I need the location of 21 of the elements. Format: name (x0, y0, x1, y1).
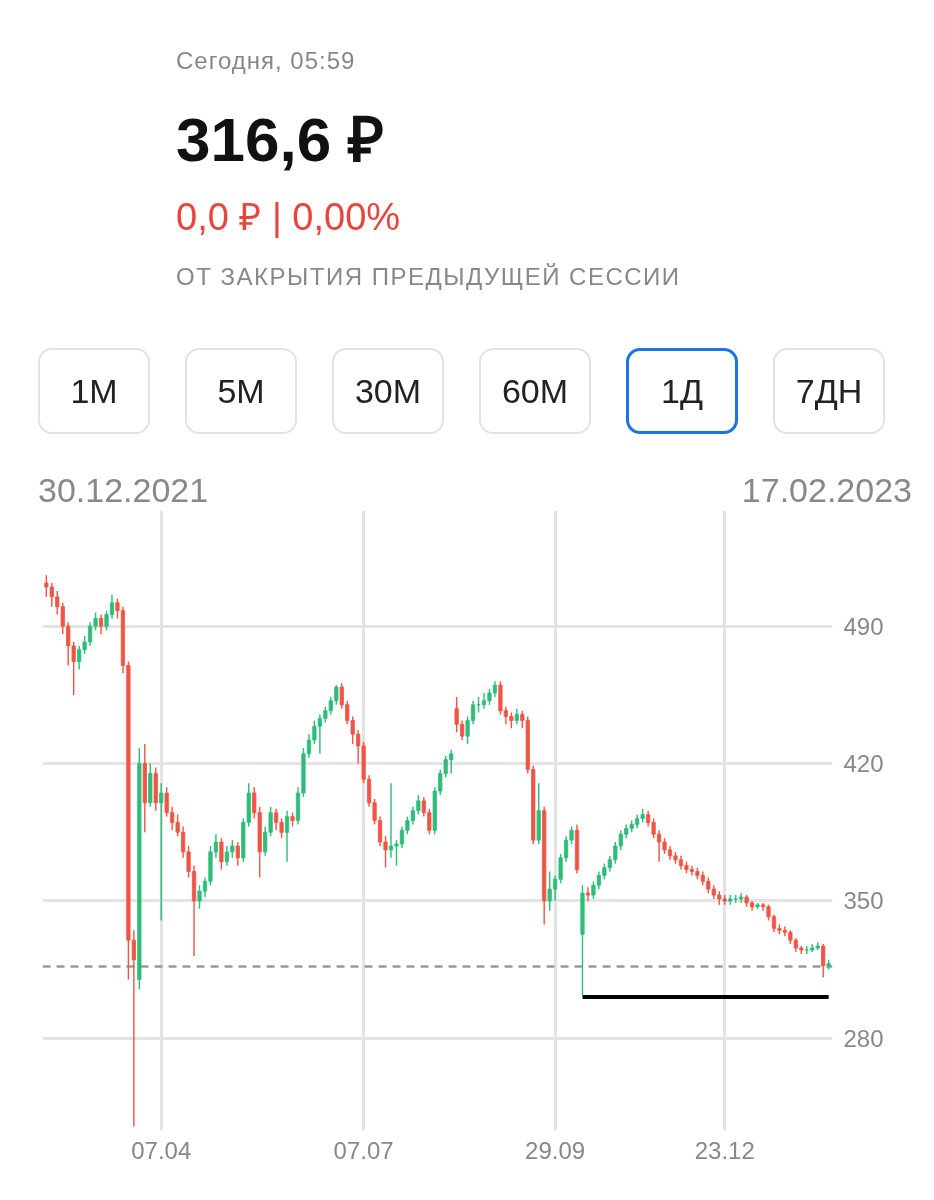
chart-title: 316,6 ₽ (176, 104, 385, 176)
text: 1Д (626, 348, 738, 434)
text: 60М (479, 348, 591, 434)
x-tick-label: 07.04 (131, 1136, 192, 1164)
chart-subtitle: 0,0 ₽ | 0,00% (176, 195, 401, 240)
text: 1М (38, 348, 150, 434)
x-tick-label: 29.09 (525, 1136, 586, 1164)
text: 30.12.2021 (38, 470, 209, 511)
x-tick-label: 07.07 (333, 1136, 394, 1164)
y-tick-label: 280 (843, 1024, 884, 1052)
candlestick (728, 895, 733, 905)
text: 7ДН (773, 348, 885, 434)
y-tick-label: 490 (843, 612, 884, 640)
text: ОТ ЗАКРЫТИЯ ПРЕДЫДУЩЕЙ СЕССИИ (176, 262, 681, 292)
y-tick-label: 420 (843, 750, 884, 778)
text: 5М (185, 348, 297, 434)
text: Сегодня, 05:59 (176, 46, 356, 76)
y-tick-label: 350 (843, 887, 884, 915)
x-tick-label: 23.12 (694, 1136, 755, 1164)
text: 30М (332, 348, 444, 434)
text: 17.02.2023 (741, 470, 912, 511)
